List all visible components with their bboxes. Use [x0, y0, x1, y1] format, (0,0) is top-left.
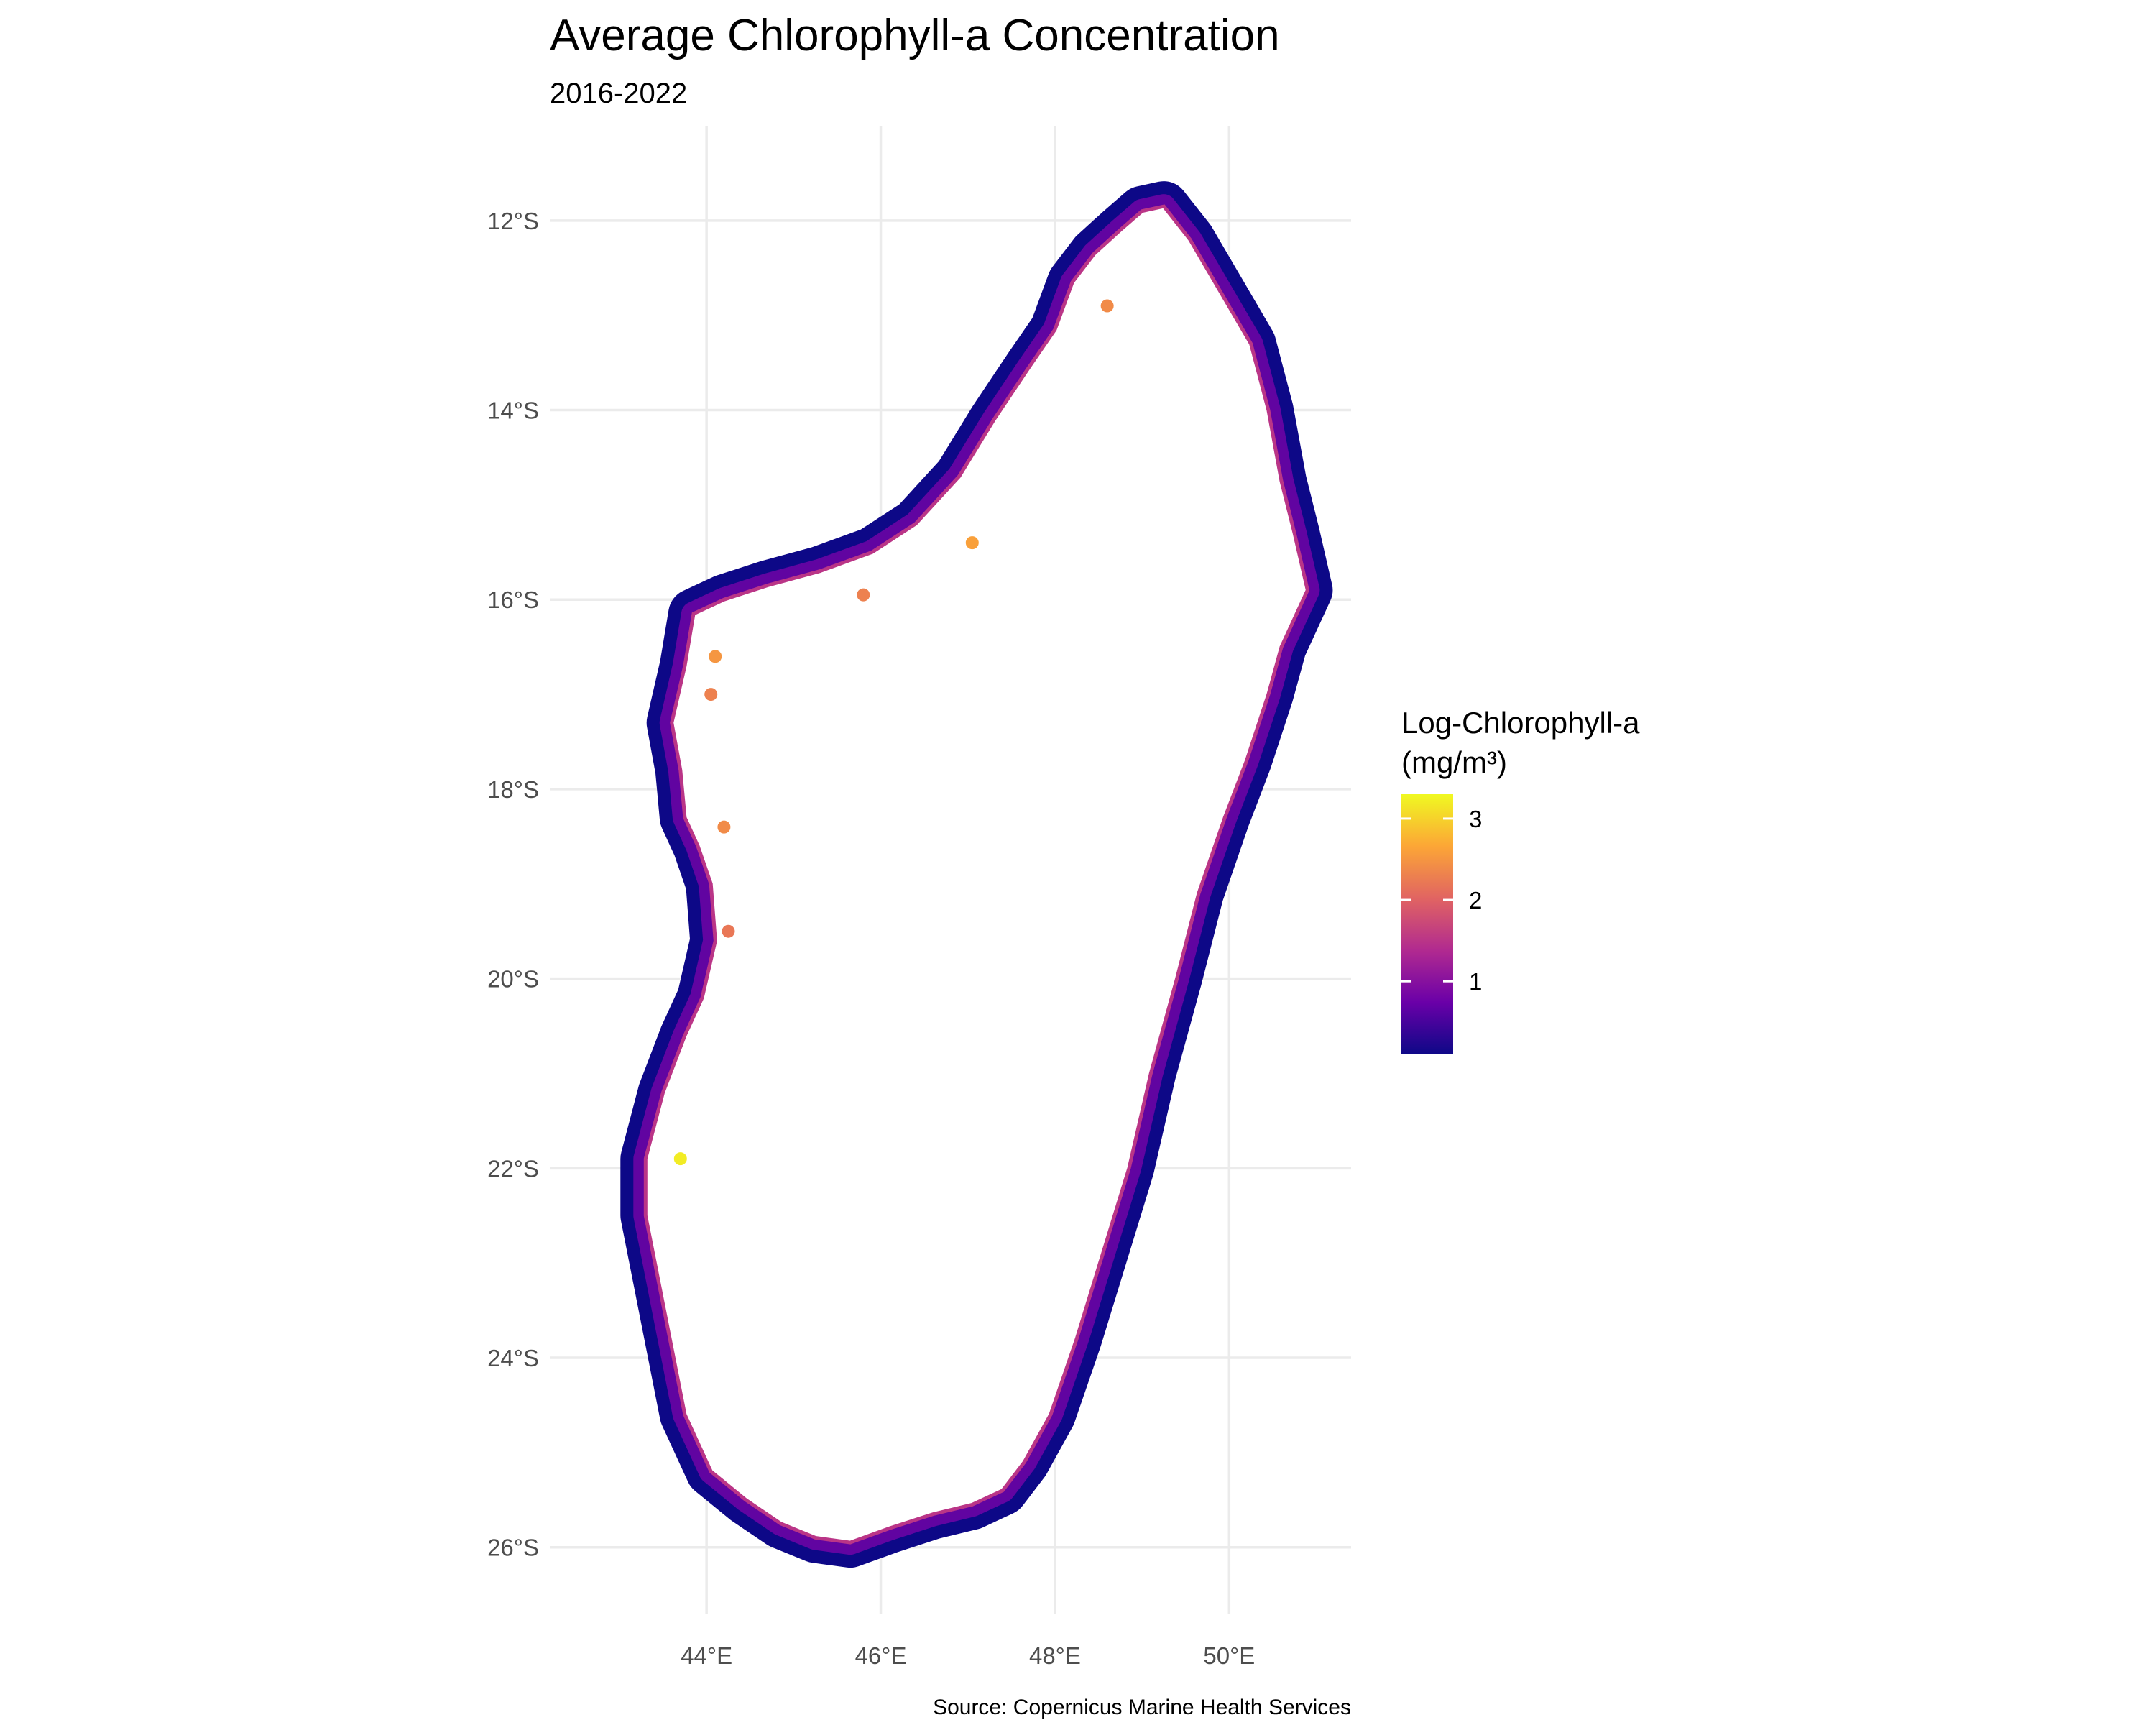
chlorophyll-patch [717, 820, 731, 834]
legend-title-line2: (mg/m³) [1401, 745, 1507, 779]
colorbar-legend: Log-Chlorophyll-a (mg/m³) 1 2 3 [1401, 706, 1640, 1054]
x-axis-ticks: 44°E 46°E 48°E 50°E [681, 1642, 1255, 1669]
legend-ticks: 1 2 3 [1401, 806, 1482, 995]
y-tick-label: 20°S [487, 966, 539, 993]
y-tick-label: 18°S [487, 776, 539, 803]
chart-caption: Source: Copernicus Marine Health Service… [933, 1696, 1351, 1719]
y-tick-label: 26°S [487, 1535, 539, 1561]
chart-subtitle: 2016-2022 [550, 78, 687, 109]
x-tick-label: 50°E [1203, 1642, 1255, 1669]
y-axis-ticks: 12°S 14°S 16°S 18°S 20°S 22°S 24°S 26°S [487, 208, 539, 1561]
chart-title: Average Chlorophyll-a Concentration [550, 11, 1280, 60]
chlorophyll-patch [709, 650, 722, 663]
colorbar [1401, 794, 1453, 1054]
chlorophyll-patch [704, 688, 718, 702]
y-tick-label: 22°S [487, 1155, 539, 1182]
chlorophyll-patch [722, 924, 735, 938]
chlorophyll-patch [673, 1152, 687, 1166]
chlorophyll-band [620, 181, 1333, 1568]
high-concentration-patches [673, 299, 1114, 1166]
legend-tick-label: 1 [1469, 968, 1482, 995]
chlorophyll-patch [965, 536, 979, 550]
x-tick-label: 46°E [855, 1642, 907, 1669]
y-tick-label: 16°S [487, 586, 539, 613]
x-tick-label: 48°E [1029, 1642, 1081, 1669]
legend-title-line1: Log-Chlorophyll-a [1401, 706, 1640, 740]
land-mask [643, 204, 1310, 1545]
chlorophyll-patch [857, 588, 870, 602]
chlorophyll-patch [1100, 299, 1114, 313]
legend-tick-label: 3 [1469, 806, 1482, 832]
legend-tick-label: 2 [1469, 887, 1482, 914]
x-tick-label: 44°E [681, 1642, 732, 1669]
y-tick-label: 24°S [487, 1345, 539, 1371]
y-tick-label: 12°S [487, 208, 539, 234]
y-tick-label: 14°S [487, 397, 539, 424]
